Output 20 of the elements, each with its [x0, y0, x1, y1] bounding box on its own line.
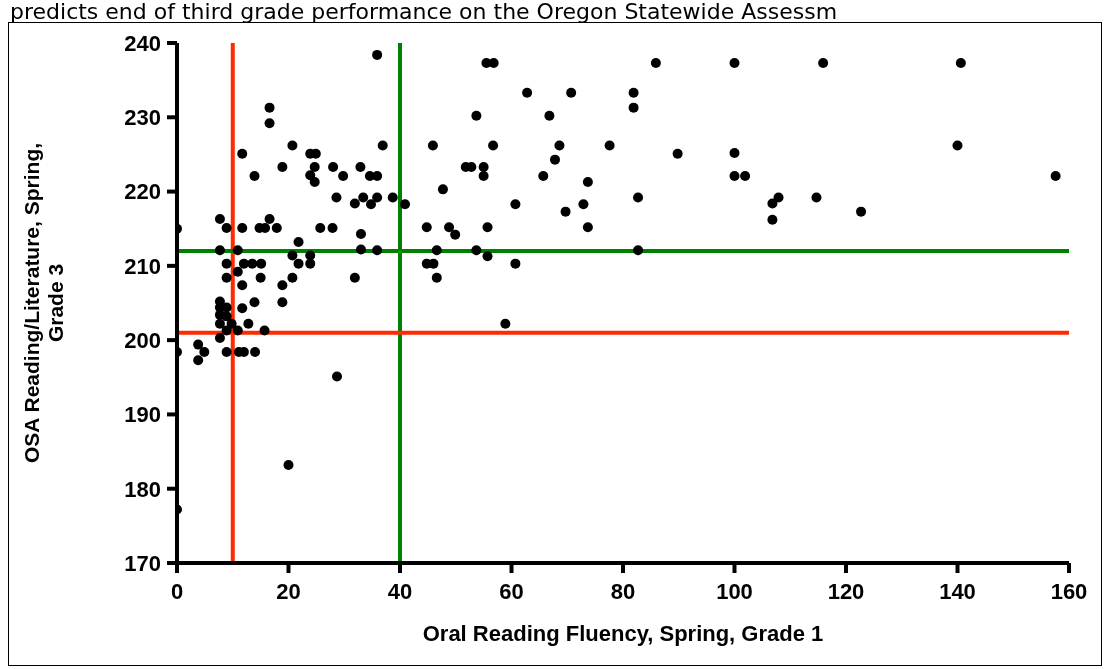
x-tick-label: 100	[716, 578, 753, 604]
y-tick-label: 230	[124, 105, 161, 131]
y-axis-title: OSA Reading/Literature, Spring, Grade 3	[20, 142, 67, 464]
x-tick-label: 40	[387, 578, 413, 604]
x-axis-title: Oral Reading Fluency, Spring, Grade 1	[422, 621, 824, 646]
y-tick-label: 190	[124, 402, 161, 428]
x-tick-label: 120	[827, 578, 865, 604]
y-tick-label: 200	[124, 327, 161, 353]
y-tick-label: 220	[124, 179, 161, 205]
x-tick-label: 0	[170, 578, 184, 604]
x-tick-label: 140	[939, 578, 976, 604]
x-tick-label: 60	[499, 578, 524, 604]
y-tick-label: 240	[124, 30, 161, 56]
x-tick-label: 80	[610, 578, 636, 604]
x-tick-label: 160	[1050, 578, 1088, 604]
y-tick-label: 170	[124, 550, 161, 576]
chart-title: predicts end of third grade performance on the Oregon Statewide Assessm	[9, 0, 839, 24]
x-tick-label: 20	[276, 578, 301, 604]
y-tick-label: 180	[124, 476, 161, 502]
y-tick-label: 210	[124, 253, 161, 279]
